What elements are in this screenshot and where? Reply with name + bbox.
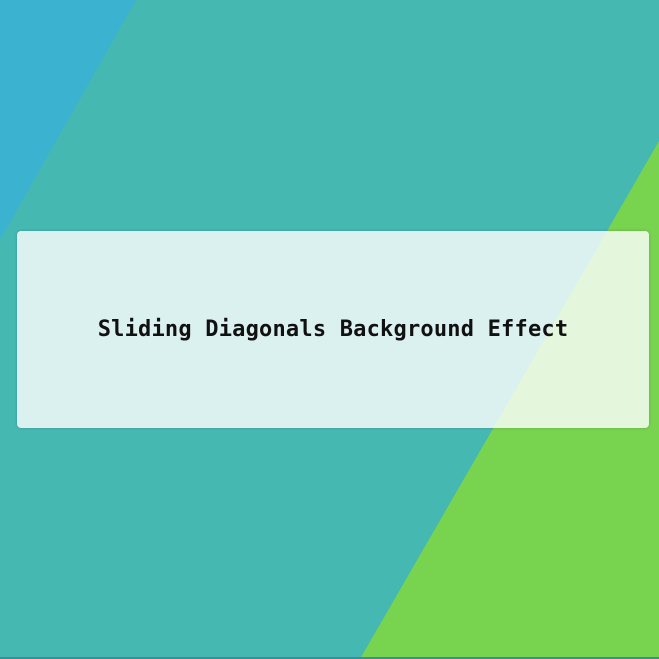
left-blue-diagonal [0, 0, 136, 240]
title-card: Sliding Diagonals Background Effect [17, 231, 649, 428]
bottom-edge-line [0, 657, 659, 659]
page-title: Sliding Diagonals Background Effect [97, 317, 569, 342]
